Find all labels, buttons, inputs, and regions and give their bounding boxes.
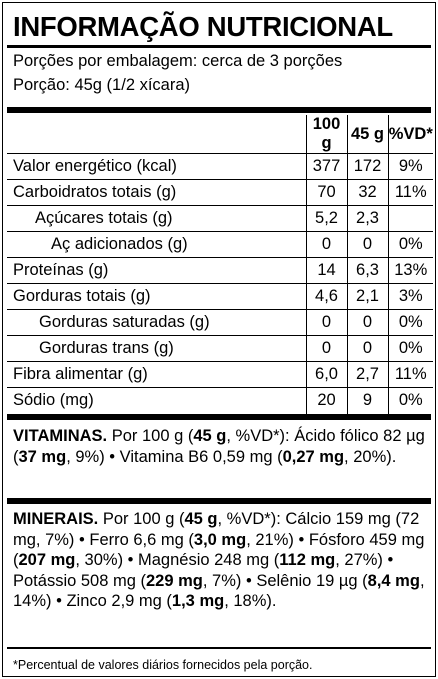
minerals-text: , %VD*): Cálcio 159 mg (72 mg, 7%) • Fer… bbox=[13, 510, 420, 549]
minerals-heading: MINERAIS. bbox=[13, 510, 99, 528]
table-row: Carboidratos totais (g) 70 32 11% bbox=[7, 179, 433, 206]
value-100g: 20 bbox=[305, 387, 347, 414]
servings-per-package: Porções por embalagem: cerca de 3 porçõe… bbox=[13, 52, 343, 70]
minerals-rule bbox=[7, 498, 431, 504]
value-vd: 13% bbox=[387, 257, 433, 284]
table-row: Gorduras trans (g) 0 0 0% bbox=[7, 335, 433, 362]
vitamins-bold: 0,27 mg bbox=[282, 447, 345, 466]
value-100g: 377 bbox=[305, 153, 347, 180]
header-nutrient bbox=[7, 115, 306, 154]
header-45g: 45 g bbox=[346, 115, 388, 154]
vitamins-bold: 45 g bbox=[193, 427, 227, 445]
nutrient-name: Gorduras trans (g) bbox=[7, 335, 306, 362]
minerals-text: , 14%) • Zinco 2,9 mg ( bbox=[13, 571, 425, 611]
value-100g: 4,6 bbox=[305, 283, 347, 310]
minerals-bold: 8,4 mg bbox=[367, 571, 420, 590]
table-row: Aç adicionados (g) 0 0 0% bbox=[7, 231, 433, 258]
value-vd: 11% bbox=[387, 361, 433, 388]
value-vd: 0% bbox=[387, 387, 433, 414]
table-row: Sódio (mg) 20 9 0% bbox=[7, 387, 433, 414]
value-100g: 0 bbox=[305, 335, 347, 362]
nutrition-table: 100 g 45 g %VD* Valor energético (kcal) … bbox=[7, 115, 433, 414]
footnote-rule bbox=[7, 647, 431, 649]
value-45g: 9 bbox=[346, 387, 388, 414]
table-row: Açúcares totais (g) 5,2 2,3 bbox=[7, 205, 433, 232]
value-vd: 9% bbox=[387, 153, 433, 180]
minerals-text: , 7%) • Selênio 19 µg ( bbox=[202, 571, 368, 590]
value-45g: 0 bbox=[346, 309, 388, 336]
minerals-text: , 30%) • Magnésio 248 mg ( bbox=[75, 551, 280, 569]
nutrient-name: Gorduras totais (g) bbox=[7, 283, 306, 310]
value-vd: 3% bbox=[387, 283, 433, 310]
value-45g: 172 bbox=[346, 153, 388, 180]
table-row: Proteínas (g) 14 6,3 13% bbox=[7, 257, 433, 284]
vitamins-bold: 37 mg bbox=[18, 447, 67, 466]
table-row: Gorduras totais (g) 4,6 2,1 3% bbox=[7, 283, 433, 310]
vitamins-text: , 9%) • Vitamina B6 0,59 mg ( bbox=[66, 447, 283, 466]
value-45g: 0 bbox=[346, 231, 388, 258]
table-row: Fibra alimentar (g) 6,0 2,7 11% bbox=[7, 361, 433, 388]
vitamins-paragraph: VITAMINAS. Por 100 g (45 g, %VD*): Ácido… bbox=[13, 426, 427, 467]
minerals-bold: 207 mg bbox=[18, 551, 76, 569]
value-100g: 5,2 bbox=[305, 205, 347, 232]
value-45g: 0 bbox=[346, 335, 388, 362]
value-vd: 0% bbox=[387, 309, 433, 336]
nutrient-name: Gorduras saturadas (g) bbox=[7, 309, 306, 336]
value-vd: 0% bbox=[387, 335, 433, 362]
table-row: Gorduras saturadas (g) 0 0 0% bbox=[7, 309, 433, 336]
footnote: *Percentual de valores diários fornecido… bbox=[13, 658, 313, 672]
value-vd bbox=[387, 205, 433, 232]
value-100g: 6,0 bbox=[305, 361, 347, 388]
vitamins-rule bbox=[7, 414, 431, 420]
value-45g: 2,1 bbox=[346, 283, 388, 310]
minerals-text: Por 100 g ( bbox=[98, 510, 185, 528]
nutrient-name: Carboidratos totais (g) bbox=[7, 179, 306, 206]
nutrient-name: Açúcares totais (g) bbox=[7, 205, 306, 232]
portion-size: Porção: 45g (1/2 xícara) bbox=[13, 76, 191, 94]
nutrient-name: Fibra alimentar (g) bbox=[7, 361, 306, 388]
value-45g: 2,3 bbox=[346, 205, 388, 232]
value-vd: 0% bbox=[387, 231, 433, 258]
minerals-text: , 21%) • Fósforo 459 mg ( bbox=[13, 530, 425, 570]
minerals-bold: 229 mg bbox=[145, 571, 203, 590]
nutrient-name: Aç adicionados (g) bbox=[7, 231, 306, 258]
vitamins-text: , 20%). bbox=[344, 447, 397, 466]
nutrient-name: Valor energético (kcal) bbox=[7, 153, 306, 180]
minerals-paragraph: MINERAIS. Por 100 g (45 g, %VD*): Cálcio… bbox=[13, 509, 427, 612]
value-100g: 14 bbox=[305, 257, 347, 284]
header-100g: 100 g bbox=[305, 115, 347, 154]
value-100g: 0 bbox=[305, 309, 347, 336]
minerals-bold: 112 mg bbox=[279, 551, 336, 569]
value-vd: 11% bbox=[387, 179, 433, 206]
table-row: Valor energético (kcal) 377 172 9% bbox=[7, 153, 433, 180]
minerals-text: , 18%). bbox=[224, 592, 277, 610]
servings-rule bbox=[7, 107, 431, 113]
nutrient-name: Sódio (mg) bbox=[13, 391, 94, 410]
title-rule bbox=[7, 45, 431, 48]
value-45g: 2,7 bbox=[346, 361, 388, 388]
header-vd: %VD* bbox=[387, 115, 433, 154]
vitamins-text: Por 100 g ( bbox=[107, 427, 194, 445]
value-100g: 0 bbox=[305, 231, 347, 258]
nutrient-name: Proteínas (g) bbox=[7, 257, 306, 284]
value-45g: 32 bbox=[346, 179, 388, 206]
table-header-row: 100 g 45 g %VD* bbox=[7, 115, 433, 154]
minerals-text: , 27%) • Potássio 508 mg ( bbox=[13, 551, 394, 590]
value-45g: 6,3 bbox=[346, 257, 388, 284]
value-100g: 70 bbox=[305, 179, 347, 206]
minerals-bold: 45 g bbox=[184, 510, 218, 528]
panel-title: INFORMAÇÃO NUTRICIONAL bbox=[13, 11, 393, 42]
minerals-bold: 1,3 mg bbox=[171, 592, 225, 610]
vitamins-text: , %VD*): Ácido fólico 82 µg ( bbox=[13, 427, 425, 466]
minerals-bold: 3,0 mg bbox=[193, 530, 247, 549]
vitamins-heading: VITAMINAS. bbox=[13, 427, 108, 445]
